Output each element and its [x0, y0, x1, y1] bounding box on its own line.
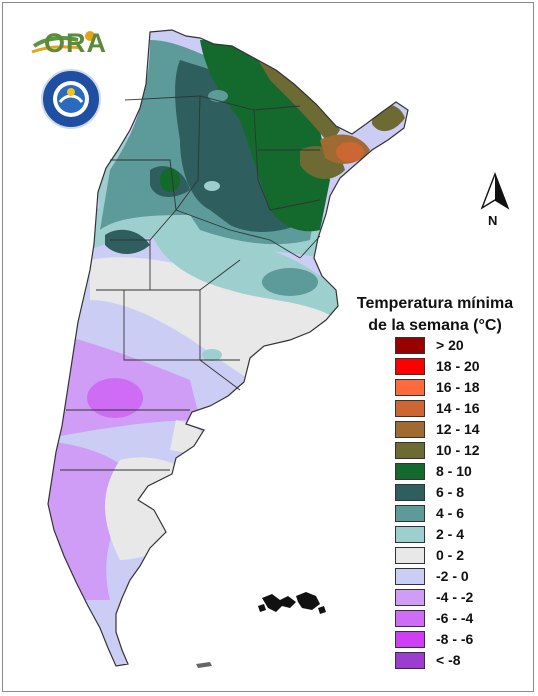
legend-swatch: [395, 421, 425, 438]
legend-swatch: [395, 505, 425, 522]
isla-de-los-estados: [196, 662, 212, 668]
legend-swatch: [395, 358, 425, 375]
legend-swatch: [395, 442, 425, 459]
legend-swatch: [395, 337, 425, 354]
legend-label: 18 - 20: [436, 358, 480, 374]
legend-swatch: [395, 589, 425, 606]
legend-title: Temperatura mínima de la semana (°C): [340, 293, 530, 337]
legend-label: -6 - -4: [436, 610, 474, 626]
legend-title-line1: Temperatura mínima: [356, 295, 514, 312]
ora-logo-text: ORA: [44, 28, 107, 58]
legend-swatch: [395, 526, 425, 543]
legend-swatch: [395, 568, 425, 585]
legend-swatch: [395, 379, 425, 396]
north-label: N: [488, 213, 498, 228]
legend-label: 16 - 18: [436, 379, 480, 395]
legend-label: 8 - 10: [436, 463, 472, 479]
legend-label: > 20: [436, 337, 464, 353]
legend-swatch: [395, 547, 425, 564]
north-arrow-icon: [480, 172, 510, 210]
legend-label: 12 - 14: [436, 421, 480, 437]
legend-label: -8 - -6: [436, 631, 474, 647]
malvinas-islands: [258, 592, 326, 614]
legend-label: 4 - 6: [436, 505, 465, 521]
legend-label: -2 - 0: [436, 568, 469, 584]
legend-label: 10 - 12: [436, 442, 480, 458]
legend-label: 6 - 8: [436, 484, 465, 500]
legend-label: < -8: [436, 652, 461, 668]
legend-swatch: [395, 652, 425, 669]
legend-swatch: [395, 463, 425, 480]
legend-swatch: [395, 484, 425, 501]
smn-seal-icon: [41, 69, 101, 129]
legend-label: 14 - 16: [436, 400, 480, 416]
legend-label: -4 - -2: [436, 589, 474, 605]
legend-swatch: [395, 631, 425, 648]
legend-label: 2 - 4: [436, 526, 465, 542]
province-borders: [47, 29, 409, 667]
legend-title-line2: de la semana (°C): [368, 317, 502, 334]
legend-label: 0 - 2: [436, 547, 465, 563]
ora-logo: [31, 31, 95, 54]
legend-swatch: [395, 610, 425, 627]
legend-swatch: [395, 400, 425, 417]
